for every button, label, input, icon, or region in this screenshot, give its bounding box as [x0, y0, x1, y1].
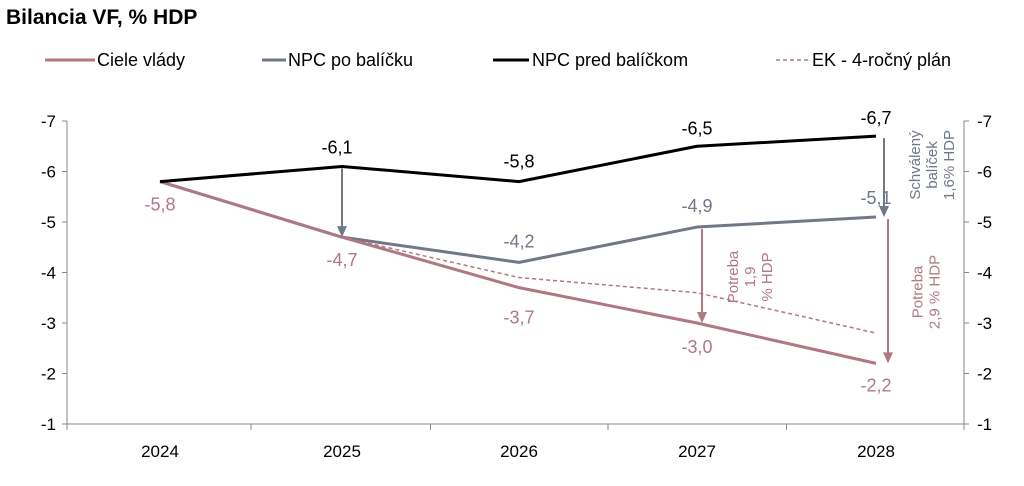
- y-tick-label-left: -2: [41, 365, 56, 384]
- y-tick-label-left: -6: [41, 163, 56, 182]
- x-tick-label: 2028: [857, 442, 895, 461]
- y-tick-label-right: -6: [977, 163, 992, 182]
- data-label: -4,7: [326, 250, 357, 270]
- data-label: -6,1: [321, 137, 352, 157]
- annotation-approved-package-line: Schválený: [907, 130, 924, 200]
- data-label: -5,8: [144, 195, 175, 215]
- legend-label-0: Ciele vlády: [97, 50, 185, 70]
- annotation-approved-package-line: balíček: [924, 141, 941, 189]
- arrow-head: [879, 205, 889, 217]
- y-tick-label-right: -5: [977, 213, 992, 232]
- x-tick-label: 2025: [323, 442, 361, 461]
- data-label: -6,5: [681, 118, 712, 138]
- data-label: -6,7: [860, 108, 891, 128]
- series-line-2: [159, 134, 877, 184]
- legend-label-3: EK - 4-ročný plán: [812, 50, 951, 70]
- chart-title: Bilancia VF, % HDP: [6, 6, 198, 29]
- annotation-need-2028: Potreba 2,9 % HDP: [910, 255, 944, 329]
- data-label: -3,7: [503, 308, 534, 328]
- data-label: -5,1: [860, 188, 891, 208]
- data-label: -3,0: [681, 337, 712, 357]
- annotation-need-2028-line: Potreba: [910, 265, 927, 318]
- legend-label-1: NPC po balíčku: [288, 50, 413, 70]
- annotation-approved-package-line: 1,6% HDP: [941, 130, 958, 200]
- y-tick-label-right: -2: [977, 365, 992, 384]
- y-tick-label-left: -5: [41, 213, 56, 232]
- x-tick-label: 2026: [500, 442, 538, 461]
- annotation-need-2027-line: Potreba: [725, 250, 742, 303]
- y-tick-label-right: -4: [977, 264, 992, 283]
- arrow-head: [697, 312, 707, 323]
- series-line-0: [159, 180, 877, 365]
- x-tick-label: 2024: [141, 442, 179, 461]
- y-tick-label-left: -3: [41, 314, 56, 333]
- y-tick-label-left: -7: [41, 112, 56, 131]
- arrow-head: [337, 226, 347, 238]
- y-tick-label-right: -3: [977, 314, 992, 333]
- annotation-need-2028-line: 2,9 % HDP: [927, 255, 944, 329]
- annotation-need-2027: Potreba 1,9% HDP: [725, 250, 776, 303]
- y-tick-label-right: -1: [977, 415, 992, 434]
- arrow-head: [883, 352, 893, 364]
- annotation-need-2027-line: 1,9: [742, 267, 759, 288]
- annotation-approved-package: Schválený balíček 1,6% HDP: [907, 130, 958, 200]
- y-tick-label-left: -4: [41, 264, 56, 283]
- annotation-need-2027-line: % HDP: [759, 252, 776, 301]
- y-tick-label-left: -1: [41, 415, 56, 434]
- data-label: -4,2: [503, 231, 534, 251]
- y-tick-label-right: -7: [977, 112, 992, 131]
- data-label: -2,2: [860, 375, 891, 395]
- data-label: -4,9: [681, 196, 712, 216]
- legend-label-2: NPC pred balíčkom: [532, 50, 688, 70]
- data-label: -5,8: [503, 152, 534, 172]
- x-tick-label: 2027: [678, 442, 716, 461]
